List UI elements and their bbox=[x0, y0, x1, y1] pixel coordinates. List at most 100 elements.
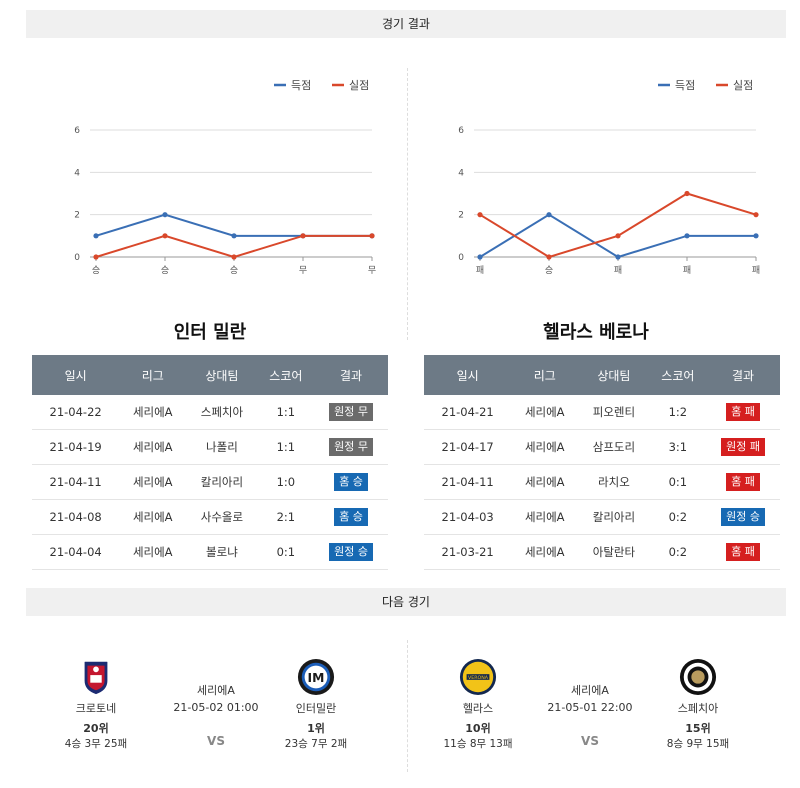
next-match-card: 크로토네 20위 4승 3무 25패 세리에A 21-05-02 01:00 V… bbox=[46, 640, 386, 765]
cell-date: 21-04-11 bbox=[32, 464, 120, 500]
x-tick-label: 승 bbox=[92, 265, 100, 276]
team-name: 크로토네 bbox=[75, 702, 117, 715]
cell-league: 세리에A bbox=[511, 464, 579, 500]
data-point bbox=[615, 254, 621, 260]
next-match-card: VERONA 헬라스 10위 11승 8무 13패 세리에A 21-05-01 … bbox=[420, 640, 760, 765]
cell-opponent: 삼프도리 bbox=[578, 429, 650, 465]
column-divider bbox=[407, 68, 408, 340]
result-badge: 원정 무 bbox=[329, 438, 373, 456]
cell-date: 21-04-21 bbox=[424, 395, 512, 430]
cell-opponent: 칼리아리 bbox=[186, 464, 258, 500]
chart-legend: 득점 실점 bbox=[658, 79, 753, 92]
team-record: 4승 3무 25패 bbox=[64, 738, 128, 750]
result-badge: 홈 패 bbox=[726, 403, 760, 421]
data-point bbox=[162, 212, 168, 218]
data-point bbox=[477, 254, 483, 260]
cell-date: 21-04-17 bbox=[424, 429, 512, 465]
legend-label: 득점 bbox=[291, 79, 311, 92]
result-badge: 홈 승 bbox=[334, 473, 368, 491]
cell-result: 원정 승 bbox=[314, 534, 388, 570]
cell-opponent: 스페치아 bbox=[186, 395, 258, 430]
table-header-row: 일시 리그 상대팀 스코어 결과 bbox=[424, 355, 780, 395]
cell-score: 1:2 bbox=[649, 395, 707, 430]
table-row: 21-04-22 세리에A 스페치아 1:1 원정 무 bbox=[32, 395, 388, 430]
table-row: 21-04-19 세리에A 나폴리 1:1 원정 무 bbox=[32, 429, 388, 465]
y-tick-label: 2 bbox=[74, 211, 80, 221]
table-header-row: 일시 리그 상대팀 스코어 결과 bbox=[32, 355, 388, 395]
cell-result: 홈 패 bbox=[706, 534, 780, 570]
table-row: 21-03-21 세리에A 아탈란타 0:2 홈 패 bbox=[424, 534, 780, 570]
y-tick-label: 0 bbox=[458, 253, 464, 263]
home-team[interactable]: VERONA 헬라스 10위 11승 8무 13패 bbox=[438, 640, 518, 751]
match-datetime: 21-05-02 01:00 bbox=[173, 701, 259, 714]
section-title-next: 다음 경기 bbox=[382, 595, 430, 609]
team-rank: 1위 bbox=[307, 722, 325, 735]
cell-opponent: 라치오 bbox=[578, 464, 650, 500]
table-row: 21-04-11 세리에A 칼리아리 1:0 홈 승 bbox=[32, 464, 388, 500]
team-rank: 20위 bbox=[83, 722, 109, 735]
cell-date: 21-04-08 bbox=[32, 499, 120, 535]
team-rank: 15위 bbox=[685, 722, 711, 735]
svg-text:IM: IM bbox=[308, 671, 325, 685]
cell-score: 0:2 bbox=[649, 499, 707, 535]
cell-date: 21-04-11 bbox=[424, 464, 512, 500]
series-line bbox=[479, 192, 757, 259]
cell-score: 1:1 bbox=[257, 429, 315, 465]
y-tick-label: 6 bbox=[74, 126, 80, 136]
table-row: 21-04-21 세리에A 피오렌티 1:2 홈 패 bbox=[424, 395, 780, 430]
column-header: 스코어 bbox=[257, 355, 315, 395]
away-team[interactable]: 스페치아 15위 8승 9무 15패 bbox=[658, 640, 738, 751]
table-row: 21-04-04 세리에A 볼로냐 0:1 원정 승 bbox=[32, 534, 388, 570]
chart-verona-goals: 득점 실점 0 2 4 6 패 승 패 패 패 bbox=[458, 79, 760, 276]
x-tick-label: 승 bbox=[161, 265, 169, 276]
data-point bbox=[93, 254, 99, 260]
data-point bbox=[753, 212, 759, 218]
result-badge: 홈 패 bbox=[726, 543, 760, 561]
crotone-logo bbox=[84, 661, 108, 695]
y-tick-label: 4 bbox=[458, 168, 464, 178]
column-header: 일시 bbox=[32, 355, 120, 395]
vs-label: VS bbox=[207, 734, 225, 748]
cell-opponent: 볼로냐 bbox=[186, 534, 258, 570]
cell-score: 2:1 bbox=[257, 499, 315, 535]
cell-opponent: 칼리아리 bbox=[578, 499, 650, 535]
match-league: 세리에A bbox=[197, 684, 235, 697]
home-team[interactable]: 크로토네 20위 4승 3무 25패 bbox=[56, 640, 136, 751]
data-point bbox=[477, 212, 483, 218]
cell-league: 세리에A bbox=[119, 499, 187, 535]
data-point bbox=[546, 254, 552, 260]
legend-label: 실점 bbox=[733, 79, 753, 92]
team-record: 11승 8무 13패 bbox=[443, 738, 513, 750]
result-badge: 원정 승 bbox=[329, 543, 373, 561]
x-tick-label: 패 bbox=[683, 265, 691, 276]
chart-inter-goals: 득점 실점 0 2 4 6 승 승 승 무 무 bbox=[74, 79, 376, 276]
data-point bbox=[300, 233, 306, 239]
x-tick-label: 승 bbox=[230, 265, 238, 276]
cell-result: 홈 패 bbox=[706, 395, 780, 430]
column-header: 상대팀 bbox=[186, 355, 258, 395]
cell-result: 홈 패 bbox=[706, 464, 780, 500]
y-tick-label: 0 bbox=[74, 253, 80, 263]
cell-score: 3:1 bbox=[649, 429, 707, 465]
legend-label: 실점 bbox=[349, 79, 369, 92]
column-header: 상대팀 bbox=[578, 355, 650, 395]
column-header: 결과 bbox=[706, 355, 780, 395]
match-datetime: 21-05-01 22:00 bbox=[547, 701, 633, 714]
result-badge: 홈 패 bbox=[726, 473, 760, 491]
recent-results-table-right: 일시 리그 상대팀 스코어 결과 21-04-21 세리에A 피오렌티 1:2 홈 패 21-04-… bbox=[424, 355, 780, 570]
away-team[interactable]: IM 인터밀란 1위 23승 7무 2패 bbox=[276, 640, 356, 751]
cell-result: 원정 무 bbox=[314, 429, 388, 465]
cell-date: 21-04-22 bbox=[32, 395, 120, 430]
x-tick-label: 무 bbox=[368, 265, 376, 276]
cell-league: 세리에A bbox=[511, 534, 579, 570]
team-name: 인터밀란 bbox=[295, 702, 337, 715]
table-row: 21-04-03 세리에A 칼리아리 0:2 원정 승 bbox=[424, 499, 780, 535]
table-row: 21-04-08 세리에A 사수올로 2:1 홈 승 bbox=[32, 499, 388, 535]
match-info: 세리에A 21-05-02 01:00 VS bbox=[166, 682, 266, 748]
team-name: 스페치아 bbox=[677, 702, 719, 715]
cell-result: 홈 승 bbox=[314, 499, 388, 535]
cell-score: 0:1 bbox=[257, 534, 315, 570]
cell-date: 21-04-19 bbox=[32, 429, 120, 465]
data-point bbox=[162, 233, 168, 239]
cell-opponent: 피오렌티 bbox=[578, 395, 650, 430]
